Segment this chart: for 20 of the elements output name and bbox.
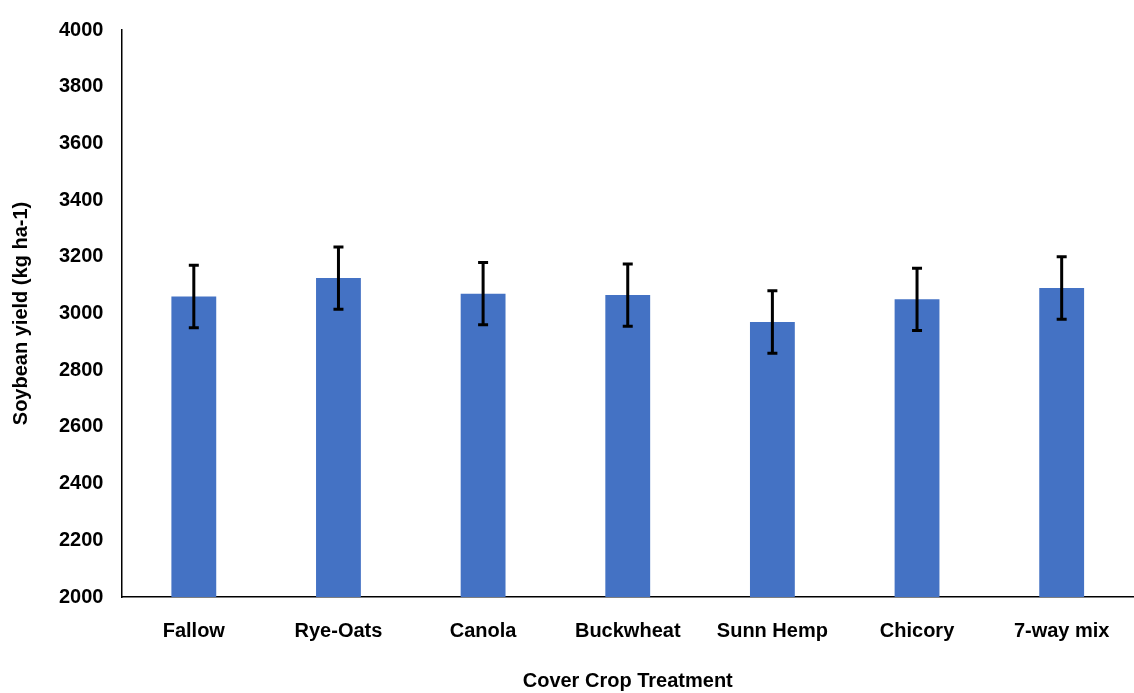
y-tick-label: 3800 — [58, 74, 104, 97]
y-axis-title: Soybean yield (kg ha-1) — [8, 201, 31, 426]
x-tick-label: Chicory — [879, 618, 956, 641]
x-tick-label: Sunn Hemp — [716, 618, 828, 641]
y-tick-label: 3200 — [58, 244, 104, 267]
x-tick-label: Buckwheat — [574, 618, 681, 641]
x-tick-label: Fallow — [162, 618, 226, 641]
y-tick-label: 3600 — [58, 130, 104, 153]
x-tick-label: 7-way mix — [1013, 618, 1110, 641]
x-tick-label: Canola — [449, 618, 518, 641]
x-tick-label: Rye-Oats — [294, 618, 383, 641]
y-tick-label: 2800 — [58, 357, 104, 380]
y-tick-label: 2000 — [58, 584, 104, 607]
y-tick-label: 3000 — [58, 301, 104, 324]
y-tick-label: 4000 — [58, 17, 104, 40]
y-tick-label: 2600 — [58, 414, 104, 437]
y-tick-label: 3400 — [58, 187, 104, 210]
y-tick-label: 2400 — [58, 471, 104, 494]
y-tick-label: 2200 — [58, 527, 104, 550]
x-axis-title: Cover Crop Treatment — [522, 668, 734, 691]
